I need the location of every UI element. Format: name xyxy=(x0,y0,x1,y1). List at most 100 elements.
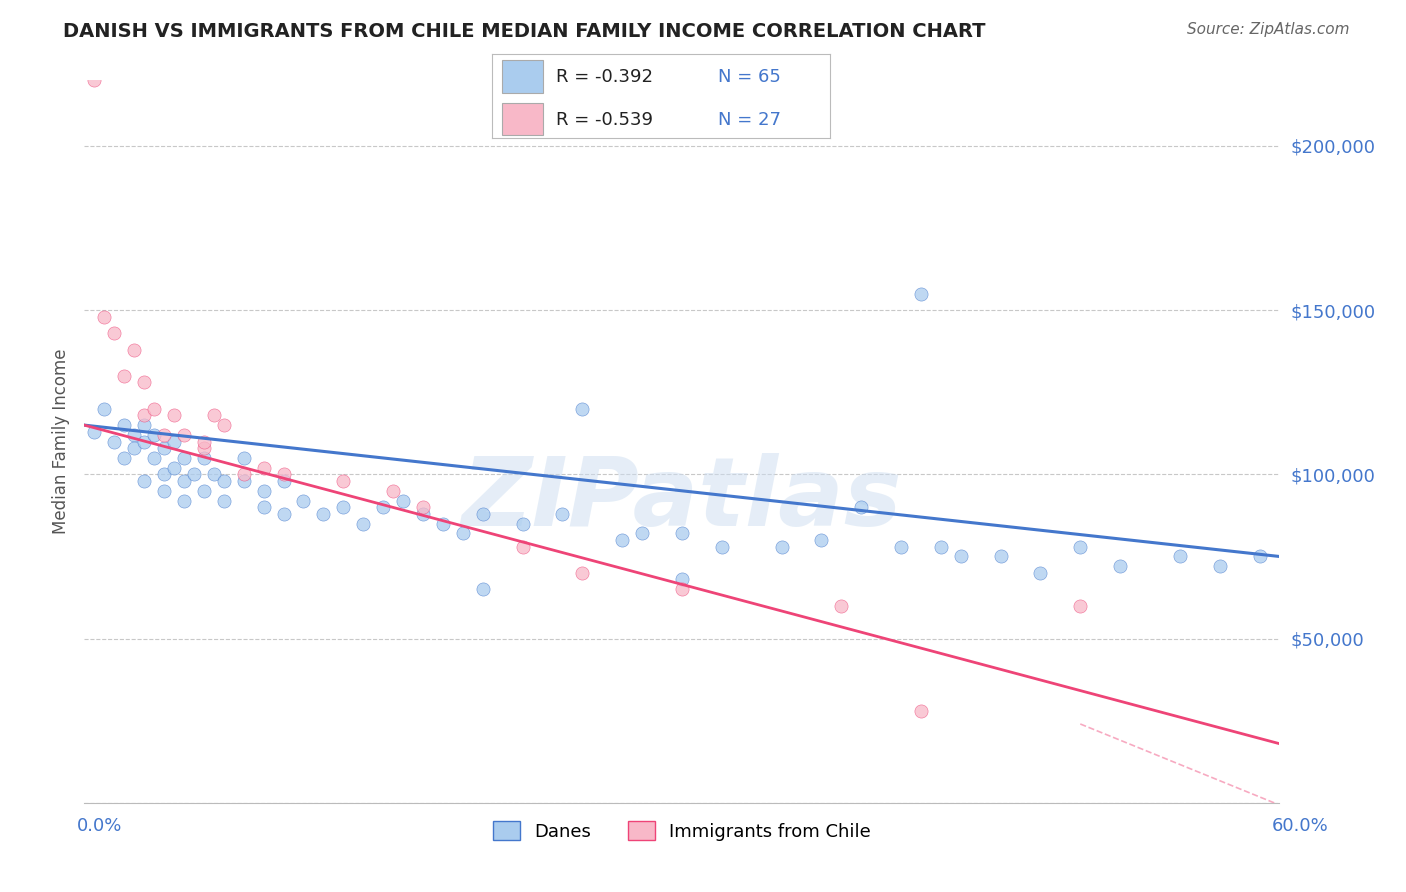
Point xyxy=(382,483,405,498)
Point xyxy=(143,450,166,465)
Text: R = -0.392: R = -0.392 xyxy=(557,69,654,87)
Point xyxy=(232,467,254,482)
Point xyxy=(1209,559,1232,574)
Point xyxy=(112,368,135,383)
Point xyxy=(1168,549,1191,564)
Point xyxy=(671,582,693,597)
Text: 0.0%: 0.0% xyxy=(77,817,122,835)
Point xyxy=(571,401,593,416)
Point xyxy=(193,434,215,449)
Point xyxy=(512,516,534,531)
Point xyxy=(112,450,135,465)
Point xyxy=(412,507,434,521)
Point xyxy=(910,704,932,718)
Point xyxy=(202,467,225,482)
Point xyxy=(153,441,176,455)
Point xyxy=(122,428,145,442)
Point xyxy=(103,326,125,341)
Point xyxy=(571,566,593,580)
Point xyxy=(132,434,156,449)
Point xyxy=(163,460,186,475)
Point xyxy=(471,582,494,597)
Point xyxy=(929,540,952,554)
Point xyxy=(253,483,276,498)
Point xyxy=(83,425,105,439)
Point xyxy=(1069,599,1091,613)
Point xyxy=(1249,549,1271,564)
Point xyxy=(273,507,295,521)
Text: ZIPatlas: ZIPatlas xyxy=(461,453,903,546)
Point xyxy=(810,533,832,547)
Point xyxy=(232,474,254,488)
Point xyxy=(232,450,254,465)
Point xyxy=(183,467,205,482)
Point xyxy=(132,418,156,433)
Point xyxy=(612,533,634,547)
Point xyxy=(352,516,374,531)
Point xyxy=(332,474,354,488)
Point xyxy=(471,507,494,521)
Y-axis label: Median Family Income: Median Family Income xyxy=(52,349,70,534)
Point xyxy=(153,483,176,498)
Point xyxy=(83,73,105,87)
Text: DANISH VS IMMIGRANTS FROM CHILE MEDIAN FAMILY INCOME CORRELATION CHART: DANISH VS IMMIGRANTS FROM CHILE MEDIAN F… xyxy=(63,22,986,41)
Point xyxy=(173,474,195,488)
Point xyxy=(770,540,793,554)
Point xyxy=(202,409,225,423)
Point xyxy=(551,507,574,521)
Point xyxy=(851,500,873,515)
Point xyxy=(890,540,912,554)
Point xyxy=(910,286,932,301)
Point xyxy=(212,493,235,508)
Point xyxy=(273,474,295,488)
Point xyxy=(512,540,534,554)
FancyBboxPatch shape xyxy=(502,61,543,93)
Point xyxy=(193,441,215,455)
Point xyxy=(132,376,156,390)
Point xyxy=(122,343,145,357)
Point xyxy=(153,428,176,442)
Point xyxy=(1109,559,1132,574)
Point xyxy=(193,450,215,465)
Point xyxy=(373,500,395,515)
Point xyxy=(173,428,195,442)
Point xyxy=(112,418,135,433)
Point xyxy=(332,500,354,515)
Point xyxy=(163,434,186,449)
Text: 60.0%: 60.0% xyxy=(1272,817,1329,835)
Point xyxy=(163,409,186,423)
Point xyxy=(273,467,295,482)
Point xyxy=(212,474,235,488)
Point xyxy=(173,450,195,465)
Legend: Danes, Immigrants from Chile: Danes, Immigrants from Chile xyxy=(486,814,877,848)
Point xyxy=(990,549,1012,564)
Point xyxy=(631,526,654,541)
Point xyxy=(1029,566,1052,580)
Point xyxy=(671,573,693,587)
Point xyxy=(253,500,276,515)
Point xyxy=(451,526,474,541)
Point xyxy=(132,409,156,423)
Point xyxy=(93,401,115,416)
Text: N = 27: N = 27 xyxy=(718,111,782,128)
Text: Source: ZipAtlas.com: Source: ZipAtlas.com xyxy=(1187,22,1350,37)
Point xyxy=(212,418,235,433)
Point xyxy=(671,526,693,541)
FancyBboxPatch shape xyxy=(502,103,543,135)
Point xyxy=(93,310,115,324)
Point xyxy=(710,540,733,554)
Point xyxy=(122,441,145,455)
Point xyxy=(412,500,434,515)
Point xyxy=(132,474,156,488)
Point xyxy=(143,401,166,416)
Point xyxy=(830,599,852,613)
Point xyxy=(392,493,415,508)
Point xyxy=(1069,540,1091,554)
Text: R = -0.539: R = -0.539 xyxy=(557,111,654,128)
Point xyxy=(193,483,215,498)
Point xyxy=(292,493,315,508)
Point xyxy=(253,460,276,475)
Point xyxy=(153,467,176,482)
Text: N = 65: N = 65 xyxy=(718,69,782,87)
Point xyxy=(432,516,454,531)
